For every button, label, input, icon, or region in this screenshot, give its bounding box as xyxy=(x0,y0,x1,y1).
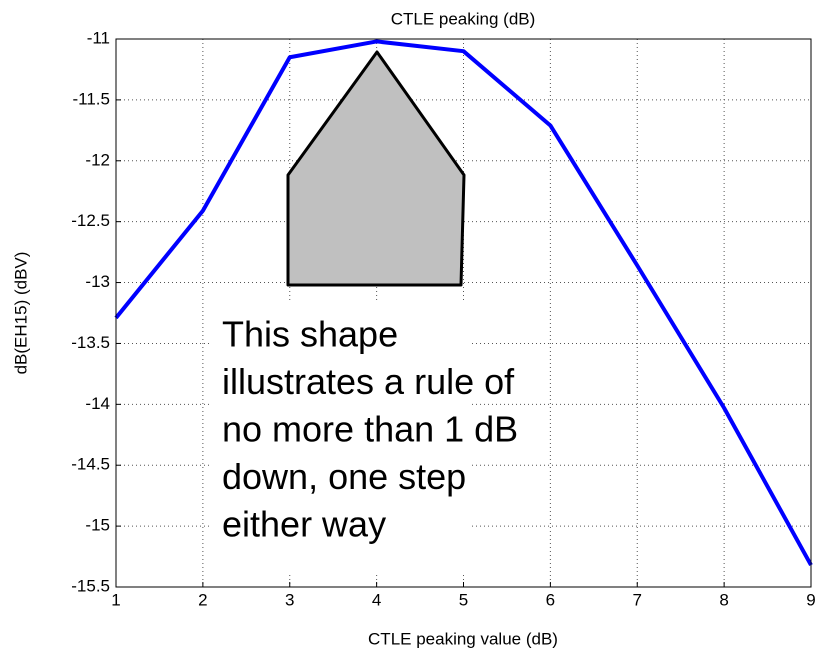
y-tick-label: -14 xyxy=(85,394,110,413)
rule-shape xyxy=(286,50,466,287)
annotation-text: no more than 1 dB xyxy=(222,409,518,450)
y-tick-label: -11 xyxy=(87,28,110,47)
x-tick-label: 9 xyxy=(806,590,815,609)
x-tick-label: 6 xyxy=(546,590,555,609)
annotation-text: illustrates a rule of xyxy=(222,361,515,402)
annotation-text: down, one step xyxy=(222,456,466,497)
y-tick-label: -14.5 xyxy=(71,455,110,474)
annotation-text: This shape xyxy=(222,314,398,355)
y-tick-label: -11.5 xyxy=(73,89,111,108)
annotation-box xyxy=(210,300,472,572)
y-axis-label: dB(EH15) (dBV) xyxy=(11,252,30,375)
annotation-text: either way xyxy=(222,504,386,545)
y-tick-label: -15.5 xyxy=(71,576,110,595)
data-line xyxy=(114,39,813,567)
x-axis-label: CTLE peaking value (dB) xyxy=(368,629,558,648)
chart-title: CTLE peaking (dB) xyxy=(391,9,536,28)
y-tick-label: -13.5 xyxy=(71,333,110,352)
lines xyxy=(114,39,813,567)
y-tick-label: -12.5 xyxy=(71,211,110,230)
x-tick-label: 1 xyxy=(111,590,120,609)
x-tick-label: 4 xyxy=(372,590,381,609)
annotation: This shape illustrates a rule of no more t… xyxy=(222,314,518,545)
x-tick-label: 5 xyxy=(459,590,468,609)
x-tick-label: 3 xyxy=(285,590,294,609)
y-tick-label: -12 xyxy=(85,150,110,169)
x-tick-label: 7 xyxy=(633,590,642,609)
y-tick-label: -13 xyxy=(85,272,110,291)
x-tick-label: 8 xyxy=(719,590,728,609)
plot-frame xyxy=(115,38,812,588)
y-tick-label: -15 xyxy=(85,516,110,535)
x-tick-label: 2 xyxy=(198,590,207,609)
